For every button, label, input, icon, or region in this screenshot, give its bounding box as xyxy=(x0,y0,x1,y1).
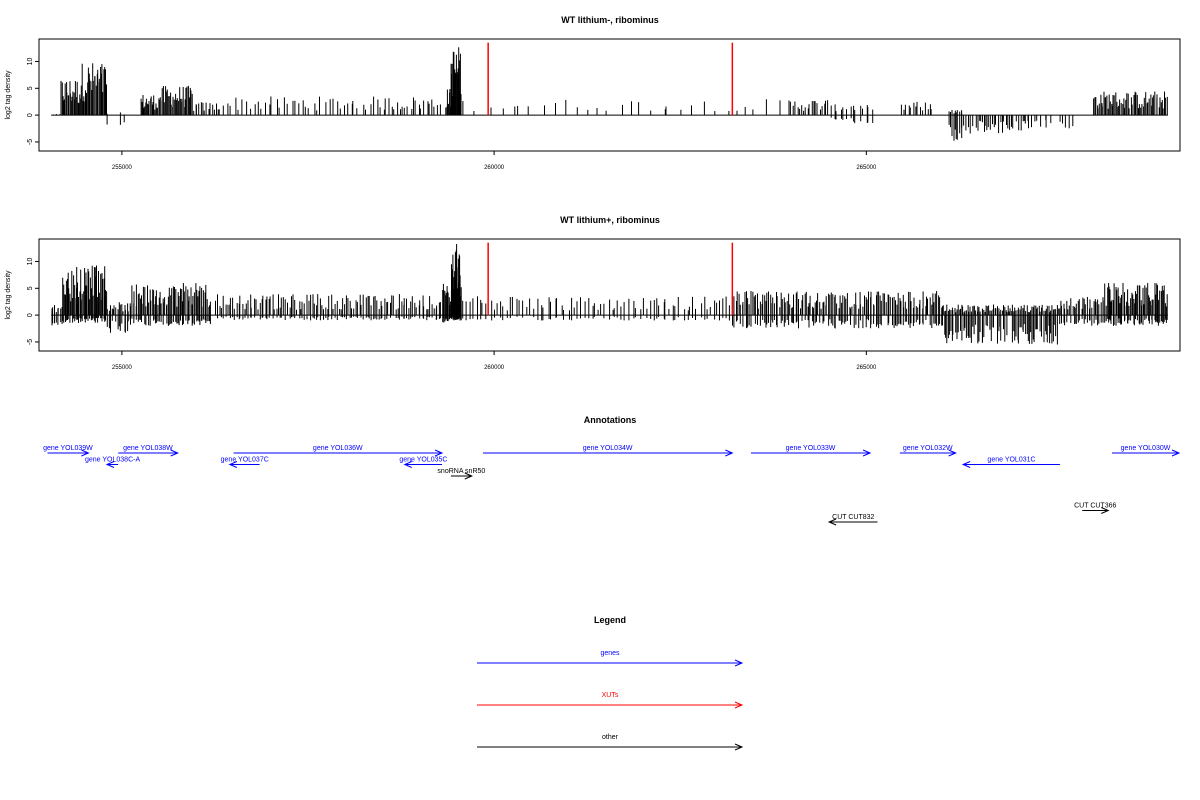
annotation-feature: gene YOL032W xyxy=(899,445,957,457)
feature-arrow-head xyxy=(170,449,179,457)
annotation-feature: CUT CUT832 xyxy=(827,514,878,526)
coverage-bars xyxy=(51,242,1168,345)
legend-item: other xyxy=(477,734,744,751)
panel-title: WT lithium-, ribominus xyxy=(561,15,659,25)
annotation-feature: gene YOL030W xyxy=(1112,445,1181,457)
feature-arrow-head xyxy=(827,518,837,526)
annotations-title: Annotations xyxy=(584,415,637,425)
annotation-feature: gene YOL039W xyxy=(43,445,93,457)
feature-arrow-head xyxy=(434,449,444,457)
annotation-feature: gene YOL035C xyxy=(399,457,447,468)
feature-arrow-head xyxy=(725,449,734,457)
y-tick-label: 5 xyxy=(27,86,34,90)
x-tick-label: 255000 xyxy=(112,365,133,371)
annotation-feature: gene YOL031C xyxy=(961,457,1060,468)
y-axis: -5 0 5 10 xyxy=(27,57,39,145)
feature-arrow-head xyxy=(961,461,971,468)
annotation-feature: gene YOL037C xyxy=(221,457,269,468)
annotation-feature: gene YOL038C-A xyxy=(85,457,140,468)
panel-title: WT lithium+, ribominus xyxy=(560,215,660,225)
feature-label: gene YOL039W xyxy=(43,445,93,452)
annotation-feature: gene YOL036W xyxy=(233,445,444,457)
feature-arrow-head xyxy=(862,449,872,457)
feature-label: CUT CUT366 xyxy=(1074,503,1116,510)
legend-label: XUTs xyxy=(602,692,619,699)
y-tick-label: -5 xyxy=(27,139,34,145)
annotation-feature: gene YOL034W xyxy=(482,445,734,457)
feature-label: snoRNA snR50 xyxy=(437,468,485,475)
feature-label: gene YOL034W xyxy=(583,445,633,452)
legend-item: genes xyxy=(477,650,744,667)
feature-arrow-head xyxy=(105,461,115,468)
feature-arrow-head xyxy=(1101,507,1110,514)
y-axis-label: log2 tag density xyxy=(5,70,12,120)
legend: Legend genes XUTs other xyxy=(477,615,744,751)
feature-label: gene YOL030W xyxy=(1121,445,1171,452)
legend-arrow-head xyxy=(734,701,744,709)
y-axis-label: log2 tag density xyxy=(5,270,12,320)
feature-arrow-head xyxy=(81,449,90,457)
x-tick-label: 260000 xyxy=(484,365,505,371)
x-tick-label: 265000 xyxy=(856,165,877,171)
feature-label: gene YOL038C-A xyxy=(85,457,140,464)
coverage-panel-lithium-plus: WT lithium+, ribominus log2 tag density … xyxy=(5,215,1181,371)
feature-arrow-head xyxy=(948,449,957,457)
legend-arrow-head xyxy=(734,659,744,667)
feature-label: gene YOL031C xyxy=(987,457,1035,464)
plot-frame xyxy=(38,38,1181,152)
feature-label: gene YOL032W xyxy=(903,445,953,452)
legend-title: Legend xyxy=(594,615,626,625)
legend-arrow-head xyxy=(734,743,744,751)
x-tick-label: 260000 xyxy=(484,165,505,171)
feature-label: gene YOL038W xyxy=(123,445,173,452)
coverage-panel-lithium-minus: WT lithium-, ribominus log2 tag density … xyxy=(5,15,1181,171)
feature-label: CUT CUT832 xyxy=(832,514,874,521)
feature-label: gene YOL033W xyxy=(786,445,836,452)
annotation-feature: CUT CUT366 xyxy=(1074,503,1116,514)
y-tick-label: -5 xyxy=(27,339,34,345)
feature-arrow-head xyxy=(403,461,412,468)
annotation-feature: gene YOL033W xyxy=(750,445,872,457)
feature-arrow-head xyxy=(228,461,238,468)
feature-label: gene YOL036W xyxy=(313,445,363,452)
coverage-bars xyxy=(51,42,1168,141)
x-tick-label: 255000 xyxy=(112,165,133,171)
legend-label: other xyxy=(602,734,619,741)
annotation-feature: snoRNA snR50 xyxy=(437,468,485,480)
feature-arrow-head xyxy=(1171,449,1181,457)
feature-label: gene YOL035C xyxy=(399,457,447,464)
legend-item: XUTs xyxy=(477,692,744,709)
feature-label: gene YOL037C xyxy=(221,457,269,464)
x-axis: 255000 260000 265000 xyxy=(112,351,877,371)
legend-label: genes xyxy=(600,650,620,657)
legend-items: genes XUTs other xyxy=(477,650,744,751)
y-tick-label: 0 xyxy=(27,313,34,317)
annotation-features: gene YOL039W gene YOL038C-A gene YOL038W ge… xyxy=(43,445,1181,526)
feature-arrow-head xyxy=(464,472,474,480)
y-tick-label: 5 xyxy=(27,286,34,290)
x-axis: 255000 260000 265000 xyxy=(112,151,877,171)
y-tick-label: 10 xyxy=(27,257,34,265)
y-axis: -5 0 5 10 xyxy=(27,257,39,345)
y-tick-label: 10 xyxy=(27,57,34,65)
annotation-feature: gene YOL038W xyxy=(118,445,179,457)
y-tick-label: 0 xyxy=(27,113,34,117)
x-tick-label: 265000 xyxy=(856,365,877,371)
plot-frame xyxy=(38,238,1181,352)
